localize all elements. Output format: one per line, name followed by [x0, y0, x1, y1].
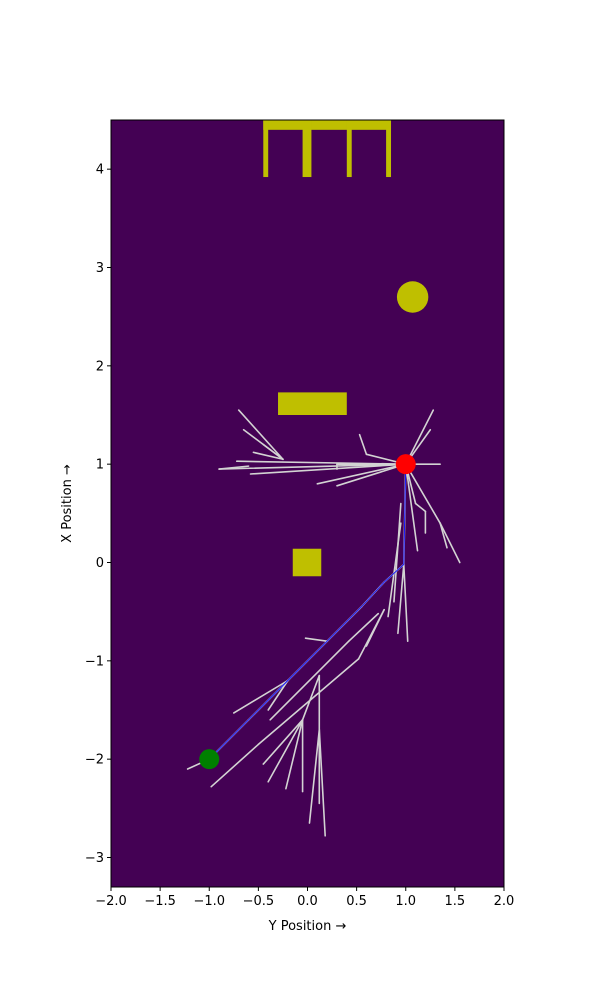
tree-edge-33 — [404, 463, 441, 524]
tree-edge-29 — [404, 463, 419, 552]
tree-edge-43 — [316, 463, 407, 485]
tree-edge-44 — [336, 463, 407, 487]
path-line — [208, 464, 407, 760]
tree-edge-6 — [304, 637, 328, 642]
tree-edge-3 — [233, 679, 289, 714]
tree-edge-9 — [257, 658, 360, 746]
x-tick-label-3: −0.5 — [243, 894, 275, 909]
y-tick-label-3: 0 — [96, 556, 104, 571]
tree-edge-34 — [439, 522, 461, 564]
x-tick-label-5: 0.5 — [346, 894, 367, 909]
tree-edge-11 — [365, 608, 385, 647]
x-axis: −2.0 −1.5 −1.0 −0.5 0.0 0.5 1.0 1.5 2.0 — [95, 887, 514, 909]
y-axis-label: X Position → — [60, 464, 75, 543]
tree-edge-4 — [267, 679, 289, 711]
obstacle-rect-4 — [386, 120, 392, 178]
y-tick-label-4: 1 — [96, 458, 104, 473]
obstacle-rect-6 — [292, 548, 322, 577]
y-tick-label-0: −3 — [85, 851, 104, 866]
obstacle-rect-0 — [263, 120, 392, 130]
solution-path — [208, 464, 407, 760]
tree-edge-45 — [218, 463, 407, 470]
tree-edge-49 — [237, 409, 284, 461]
tree-edge-21 — [347, 612, 380, 642]
tree-edge-20 — [269, 640, 350, 721]
tree-edge-52 — [252, 451, 284, 461]
x-tick-label-7: 1.5 — [445, 894, 466, 909]
start-point — [199, 749, 220, 770]
tree-edge-16 — [301, 674, 321, 721]
obstacle-circle-0 — [396, 281, 429, 313]
x-tick-label-8: 2.0 — [494, 894, 515, 909]
tree-edge-25 — [402, 563, 409, 642]
obstacles — [263, 120, 429, 577]
goal-point — [395, 454, 416, 475]
obstacle-rect-2 — [302, 120, 312, 178]
y-tick-label-6: 3 — [96, 261, 104, 276]
plot-background — [111, 120, 504, 887]
endpoints — [199, 454, 416, 770]
x-tick-label-2: −1.0 — [193, 894, 225, 909]
y-tick-label-5: 2 — [96, 359, 104, 374]
tree-edge-40 — [358, 433, 368, 456]
tree-edge-18 — [318, 728, 326, 837]
obstacle-rect-5 — [278, 392, 347, 415]
y-tick-label-7: 4 — [96, 163, 104, 178]
obstacle-rect-3 — [346, 120, 352, 178]
tree-edge-19 — [308, 728, 321, 824]
y-axis: −3 −2 −1 0 1 2 3 4 — [85, 163, 111, 866]
tree-edge-47 — [249, 463, 407, 475]
tree-edge-8 — [210, 743, 260, 788]
tree-edge-31 — [414, 502, 427, 513]
y-tick-label-2: −1 — [85, 654, 104, 669]
tree-edge-51 — [262, 443, 284, 461]
tree-edge-12 — [262, 719, 304, 765]
tree-edge-37 — [404, 409, 435, 465]
x-tick-label-0: −2.0 — [95, 894, 127, 909]
y-tick-label-1: −2 — [85, 753, 104, 768]
tree-edge-14 — [267, 719, 304, 783]
x-axis-label: Y Position → — [268, 919, 347, 934]
tree-edge-15 — [285, 719, 304, 790]
x-tick-label-1: −1.5 — [144, 894, 176, 909]
tree-edge-26 — [397, 563, 405, 635]
tree-edge-28 — [387, 522, 402, 618]
tree-edge-35 — [439, 522, 448, 549]
x-tick-label-6: 1.0 — [395, 894, 416, 909]
tree-edge-46 — [218, 465, 250, 470]
tree-edge-48 — [235, 460, 407, 465]
obstacle-rect-1 — [263, 120, 269, 178]
x-tick-label-4: 0.0 — [297, 894, 318, 909]
